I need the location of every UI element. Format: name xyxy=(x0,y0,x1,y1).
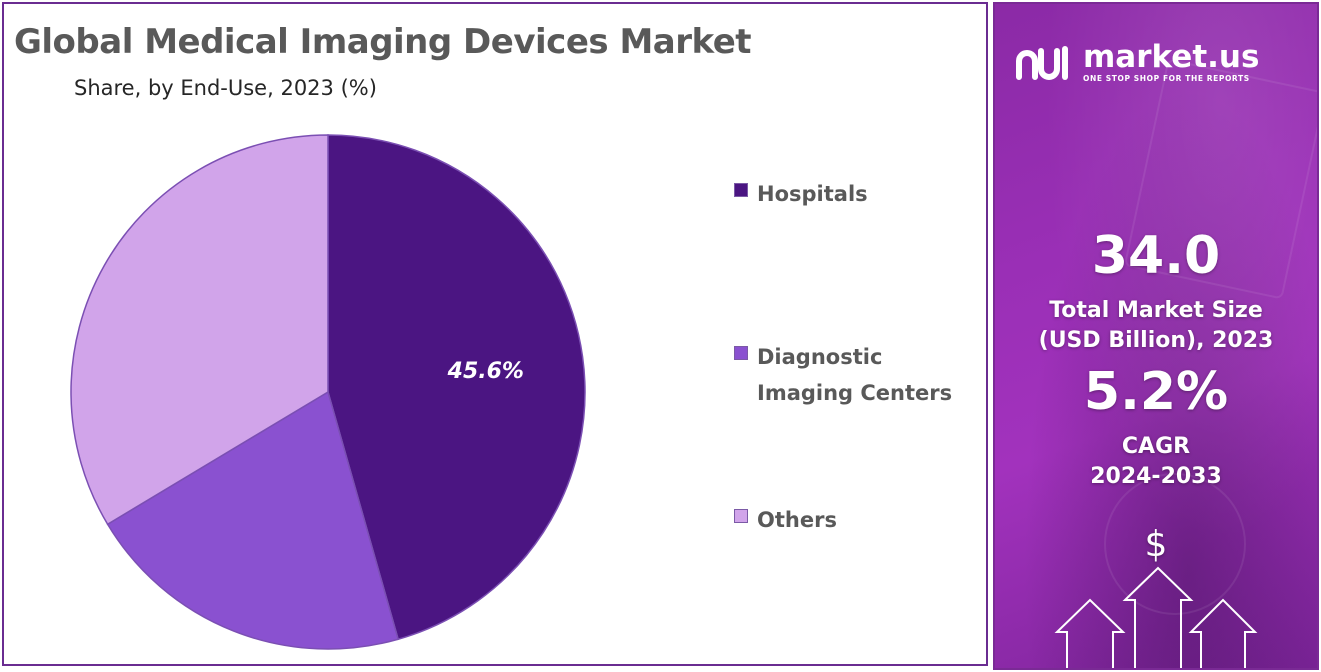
cagr-label-line1: CAGR xyxy=(1121,434,1191,459)
legend-item-hospitals: Hospitals xyxy=(734,176,868,212)
legend-label-others: Others xyxy=(757,508,837,532)
summary-panel: market.us ONE STOP SHOP FOR THE REPORTS … xyxy=(993,2,1319,670)
market-us-logo-icon xyxy=(1016,45,1068,80)
legend-item-diagnostic-imaging-centers: Diagnostic Imaging Centers xyxy=(734,339,952,411)
chart-panel: Global Medical Imaging Devices Market Sh… xyxy=(2,2,988,666)
dollar-icon: $ xyxy=(1144,524,1168,565)
legend-swatch-others xyxy=(734,509,748,523)
market-size-label-line2: (USD Billion), 2023 xyxy=(1038,328,1274,353)
chart-subtitle: Share, by End-Use, 2023 (%) xyxy=(74,76,377,100)
pie-slice-hospitals xyxy=(327,134,586,641)
legend-item-others: Others xyxy=(734,502,837,538)
background-decoration xyxy=(1104,59,1317,615)
chart-title: Global Medical Imaging Devices Market xyxy=(14,22,752,62)
growth-arrows-icon xyxy=(1054,566,1258,668)
cagr-value: 5.2% xyxy=(1083,362,1229,422)
market-size-value: 34.0 xyxy=(1091,226,1221,286)
market-size-label-line1: Total Market Size xyxy=(1049,298,1263,323)
brand-logo: market.us ONE STOP SHOP FOR THE REPORTS xyxy=(1015,42,1259,83)
data-label-hospitals: 45.6% xyxy=(447,359,524,384)
logo-tagline: ONE STOP SHOP FOR THE REPORTS xyxy=(1083,74,1250,83)
legend-label-diagnostic-imaging-centers: Diagnostic Imaging Centers xyxy=(757,345,953,405)
logo-text: market.us xyxy=(1083,39,1260,75)
legend-label-hospitals: Hospitals xyxy=(757,182,868,206)
cagr-label-line2: 2024-2033 xyxy=(1090,464,1222,489)
pie-slice-others xyxy=(70,134,329,526)
pie-chart: 45.6% xyxy=(70,134,586,650)
legend-swatch-diagnostic-imaging-centers xyxy=(734,346,748,360)
pie-slice-diagnostic-imaging-centers xyxy=(106,390,400,650)
legend-swatch-hospitals xyxy=(734,183,748,197)
